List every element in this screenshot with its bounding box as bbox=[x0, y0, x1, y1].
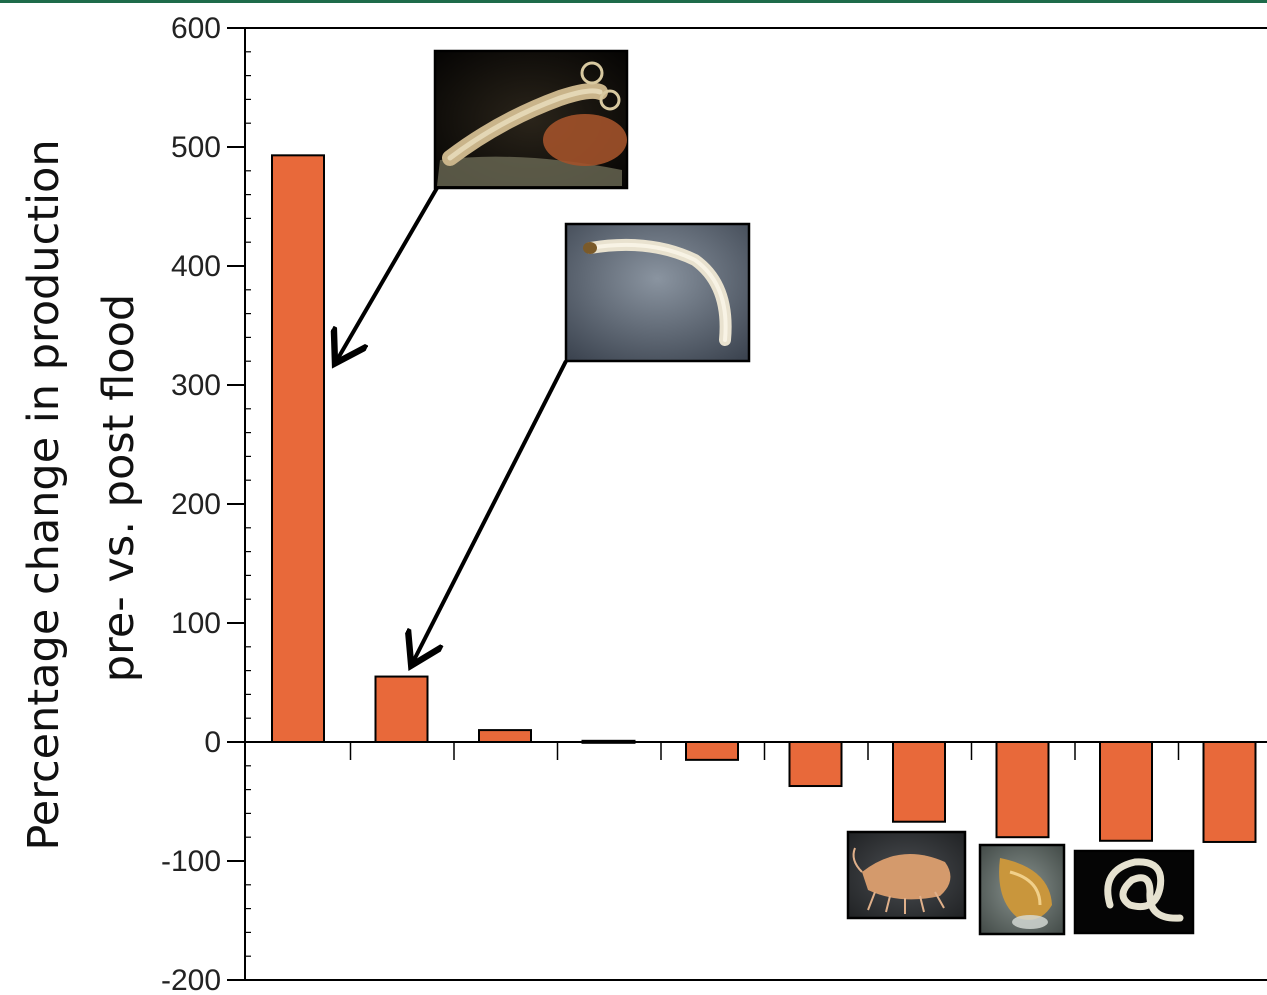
y-tick-label: 100 bbox=[171, 607, 221, 640]
bar bbox=[892, 741, 946, 823]
larva-photo-inset bbox=[433, 49, 629, 190]
y-tick-labels: 600 500 400 300 200 100 0 -100 -200 bbox=[161, 12, 221, 995]
midge-larva-photo-inset bbox=[564, 222, 751, 363]
y-axis-label-line1: Percentage change in production bbox=[19, 139, 69, 850]
bars bbox=[271, 154, 1257, 843]
bar bbox=[478, 729, 532, 743]
y-tick-label: 200 bbox=[171, 488, 221, 521]
y-tick-label: 500 bbox=[171, 131, 221, 164]
bar bbox=[1099, 741, 1153, 842]
y-axis-label-line2: pre- vs. post flood bbox=[94, 294, 144, 682]
y-tick-label: -100 bbox=[161, 845, 221, 878]
bar bbox=[374, 675, 429, 743]
bar bbox=[1202, 741, 1257, 843]
bar bbox=[685, 741, 739, 761]
snail-photo-inset bbox=[978, 843, 1066, 936]
arrow-to-bar-2 bbox=[413, 360, 568, 662]
y-minor-ticks bbox=[245, 51, 251, 957]
y-tick-label: 400 bbox=[171, 250, 221, 283]
slide-top-border bbox=[0, 0, 1267, 3]
worm-photo-inset bbox=[1073, 849, 1195, 935]
bar bbox=[995, 741, 1050, 839]
bar bbox=[271, 154, 325, 743]
bar bbox=[788, 741, 843, 788]
arrow-to-bar-1 bbox=[337, 186, 439, 360]
y-tick-label: -200 bbox=[161, 964, 221, 995]
x-category-ticks bbox=[349, 742, 1180, 760]
y-major-ticks bbox=[227, 27, 245, 981]
y-tick-label: 300 bbox=[171, 369, 221, 402]
y-tick-label: 0 bbox=[204, 726, 221, 759]
amphipod-photo-inset bbox=[846, 830, 967, 920]
y-tick-label: 600 bbox=[171, 12, 221, 45]
